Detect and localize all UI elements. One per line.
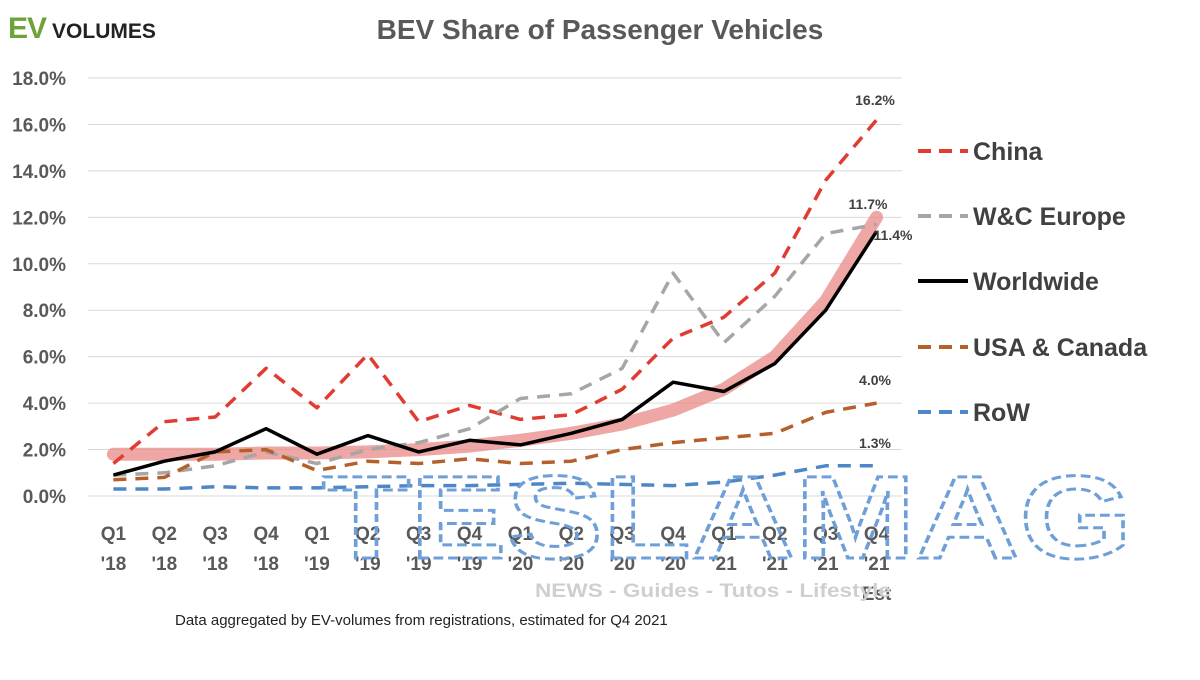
x-tick-label: Q3 xyxy=(406,524,431,545)
y-tick-label: 0.0% xyxy=(23,487,66,508)
data-labels: 16.2% 11.7% 11.4% 4.0% 1.3% xyxy=(849,92,913,451)
y-axis-tick-labels: 0.0% 2.0% 4.0% 6.0% 8.0% 10.0% 12.0% 14.0% 16.0%… xyxy=(12,69,66,508)
x-tick-label: Q2 xyxy=(559,524,584,545)
chart-series xyxy=(112,118,879,491)
x-tick-label: Q1 xyxy=(508,524,534,545)
trend-band-line xyxy=(106,210,884,461)
data-label: 11.7% xyxy=(849,196,888,212)
x-tick-label: Q1 xyxy=(101,524,127,545)
y-tick-label: 2.0% xyxy=(23,441,66,462)
footnote: Data aggregated by EV-volumes from regis… xyxy=(175,612,668,629)
x-tick-label: Q4 xyxy=(864,524,890,545)
x-tick-label: '21 xyxy=(711,554,737,575)
data-label: 4.0% xyxy=(859,372,891,388)
series-line xyxy=(113,222,877,477)
y-tick-label: 8.0% xyxy=(23,301,66,322)
x-tick-label: Q2 xyxy=(355,524,380,545)
y-tick-label: 6.0% xyxy=(23,348,66,369)
x-tick-label: Q1 xyxy=(304,524,330,545)
x-tick-label: '18 xyxy=(202,554,228,575)
x-tick-label: Q1 xyxy=(711,524,737,545)
x-tick-label: '20 xyxy=(558,554,584,575)
x-tick-label: Q3 xyxy=(813,524,838,545)
teslamag-watermark: TESLAMAG NEWS - Guides - Tutos - Lifesty… xyxy=(321,451,1134,603)
y-tick-label: 12.0% xyxy=(12,208,66,229)
series-line xyxy=(112,230,879,477)
y-tick-label: 4.0% xyxy=(23,394,66,415)
series-line xyxy=(112,118,878,465)
x-tick-label: '19 xyxy=(406,554,432,575)
x-tick-label: '19 xyxy=(457,554,483,575)
series-line xyxy=(113,401,877,482)
x-tick-label: Q2 xyxy=(762,524,787,545)
series-line xyxy=(113,464,877,491)
x-tick-label: Q2 xyxy=(152,524,177,545)
chart-legend: China W&C Europe Worldwide USA & Canada RoW xyxy=(918,138,1148,427)
x-tick-label: '21 xyxy=(762,554,788,575)
y-tick-label: 16.0% xyxy=(12,115,66,136)
y-tick-label: 14.0% xyxy=(12,162,66,183)
chart-title: BEV Share of Passenger Vehicles xyxy=(376,14,824,45)
watermark-tagline: NEWS - Guides - Tutos - Lifestyle xyxy=(535,581,891,602)
x-tick-label: Q3 xyxy=(203,524,228,545)
x-tick-label: '21 xyxy=(864,554,890,575)
x-tick-label: '20 xyxy=(660,554,686,575)
x-tick-label: '21 xyxy=(813,554,839,575)
y-tick-label: 18.0% xyxy=(12,69,66,90)
y-tick-label: 10.0% xyxy=(12,255,66,276)
x-tick-label: '18 xyxy=(253,554,279,575)
x-tick-label: '19 xyxy=(355,554,381,575)
legend-label: RoW xyxy=(973,399,1030,427)
data-label: 16.2% xyxy=(855,92,895,108)
x-tick-label: Q3 xyxy=(610,524,635,545)
trend-band xyxy=(106,210,884,461)
legend-label: China xyxy=(973,138,1044,166)
x-tick-label: Q4 xyxy=(660,524,686,545)
x-tick-label: '20 xyxy=(508,554,534,575)
x-tick-label: Q4 xyxy=(457,524,483,545)
logo-ev: EV xyxy=(8,12,47,45)
logo-volumes: VOLUMES xyxy=(52,20,156,43)
legend-label: W&C Europe xyxy=(973,203,1126,231)
x-tick-label: '18 xyxy=(101,554,127,575)
chart-gridlines xyxy=(88,77,902,497)
x-tick-label: '19 xyxy=(304,554,330,575)
x-tick-label: '18 xyxy=(151,554,177,575)
x-axis-tick-labels: Q1 '18 Q2 '18 Q3 '18 Q4 '18 Q1 '19 Q2 '19 Q3 '19 Q4 '19… xyxy=(101,524,892,605)
x-tick-label: '20 xyxy=(609,554,635,575)
legend-label: USA & Canada xyxy=(973,334,1148,362)
x-tick-label: Est xyxy=(862,584,892,605)
watermark-text: TESLAMAG xyxy=(322,452,1132,584)
data-label: 1.3% xyxy=(859,435,891,451)
x-tick-label: Q4 xyxy=(253,524,279,545)
data-label: 11.4% xyxy=(874,227,913,243)
legend-label: Worldwide xyxy=(973,268,1099,296)
ev-volumes-logo: EV VOLUMES xyxy=(8,12,156,45)
